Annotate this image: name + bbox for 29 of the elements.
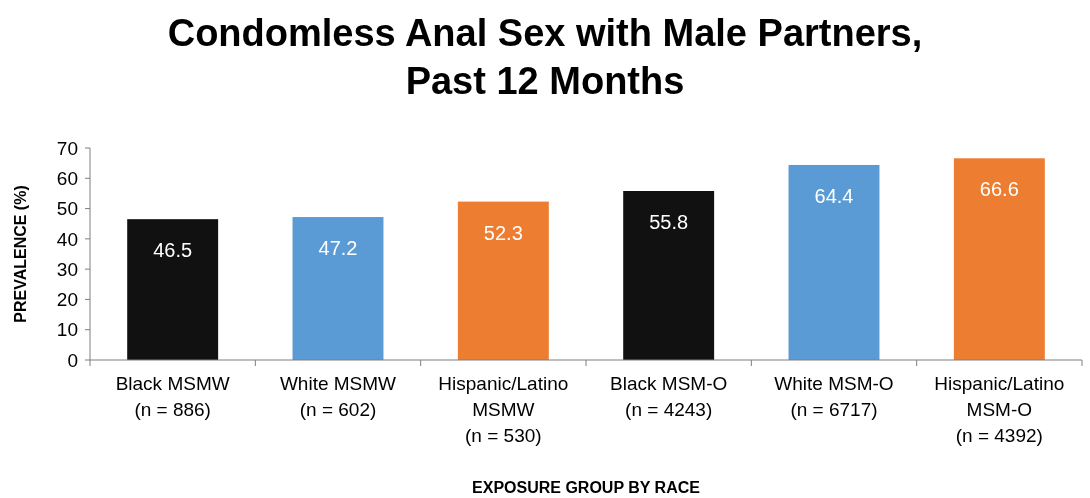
y-tick-label: 10 bbox=[56, 319, 78, 341]
bar bbox=[457, 201, 549, 360]
y-tick-label: 40 bbox=[56, 228, 78, 250]
data-label: 64.4 bbox=[814, 184, 854, 207]
bar bbox=[953, 158, 1045, 360]
y-tick-label: 30 bbox=[56, 258, 78, 280]
y-axis-title: PREVALENCE (%) bbox=[12, 185, 29, 323]
y-tick-label: 60 bbox=[56, 167, 78, 189]
x-tick-label: Black MSM-O (n = 4243) bbox=[610, 373, 728, 420]
chart-title: Condomless Anal Sex with Male Partners, Past 12 Months bbox=[167, 12, 923, 102]
y-tick-label: 20 bbox=[56, 289, 78, 311]
data-label: 46.5 bbox=[153, 239, 193, 262]
x-axis-title: EXPOSURE GROUP BY RACE bbox=[472, 479, 701, 496]
data-label: 47.2 bbox=[318, 237, 358, 260]
data-label: 52.3 bbox=[483, 221, 523, 244]
x-tick-label: Hispanic/Latino MSM-O (n = 4392) bbox=[934, 373, 1065, 446]
x-tick-label: White MSMW (n = 602) bbox=[279, 373, 397, 420]
data-label: 66.6 bbox=[979, 178, 1019, 201]
bar bbox=[788, 164, 880, 360]
y-tick-label: 50 bbox=[56, 198, 78, 220]
y-tick-label: 70 bbox=[56, 137, 78, 159]
bar bbox=[127, 219, 219, 360]
x-tick-label: White MSM-O (n = 6717) bbox=[774, 373, 894, 420]
data-label: 55.8 bbox=[649, 211, 689, 234]
bar bbox=[292, 217, 384, 360]
y-tick-label: 0 bbox=[67, 349, 78, 371]
x-tick-label: Hispanic/Latino MSMW (n = 530) bbox=[438, 373, 569, 446]
bar bbox=[623, 191, 715, 360]
x-tick-label: Black MSMW (n = 886) bbox=[115, 373, 230, 420]
